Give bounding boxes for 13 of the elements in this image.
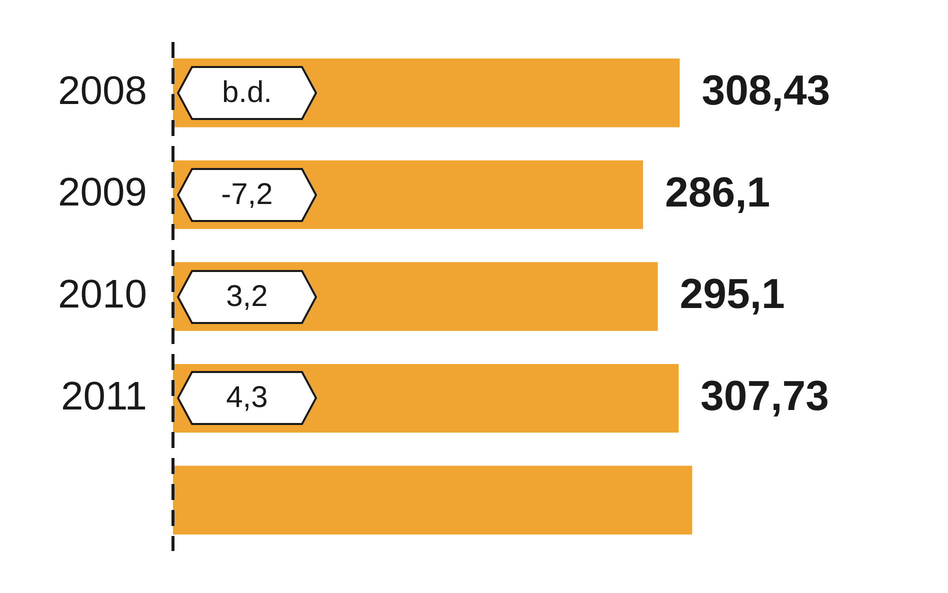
annotation: 4,3 xyxy=(226,381,268,416)
data-label: 295,1 xyxy=(680,270,785,318)
annotation: b.d. xyxy=(222,76,272,110)
annotation: -7,2 xyxy=(221,178,273,212)
y-tick-label: 2009 xyxy=(58,170,147,215)
data-label: 307,73 xyxy=(700,372,830,419)
bar xyxy=(172,466,692,534)
y-tick-label: 2011 xyxy=(60,374,147,418)
y-tick-label: 2010 xyxy=(58,272,147,317)
annotation: 3,2 xyxy=(226,280,268,314)
y-tick-label: 2008 xyxy=(58,68,147,113)
data-label: 286,1 xyxy=(665,168,770,216)
data-label: 308,43 xyxy=(702,66,830,114)
